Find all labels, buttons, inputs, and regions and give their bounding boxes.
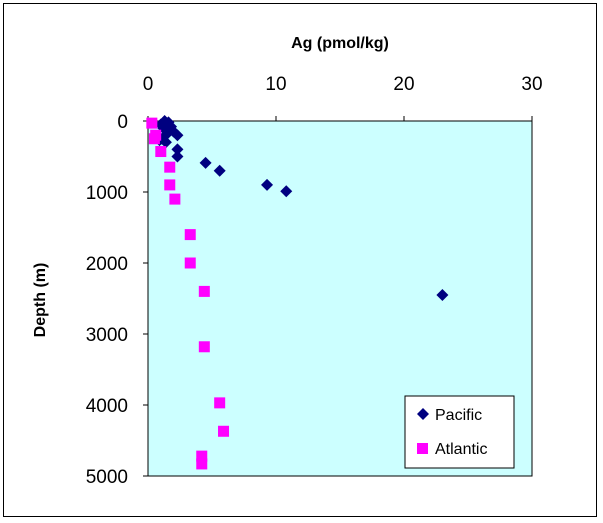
atlantic-point <box>169 193 181 205</box>
atlantic-point <box>198 285 210 297</box>
legend-marker-atlantic <box>417 443 428 454</box>
legend-marker-pacific <box>417 408 429 420</box>
y-tick-label: 3000 <box>86 325 128 346</box>
pacific-point <box>436 288 449 301</box>
y-axis-ticks: 0 1000 2000 3000 4000 5000 <box>86 112 148 488</box>
pacific-point <box>261 178 274 191</box>
atlantic-point <box>214 397 226 409</box>
pacific-point <box>213 164 226 177</box>
pacific-point <box>199 156 212 169</box>
y-axis-label: Depth (m) <box>32 263 49 338</box>
pacific-point <box>159 136 172 149</box>
y-tick-label: 5000 <box>86 467 128 488</box>
atlantic-point <box>218 425 230 437</box>
atlantic-point <box>196 458 208 470</box>
legend-box <box>404 395 515 469</box>
legend: Pacific Atlantic <box>404 395 515 469</box>
data-points <box>146 115 449 470</box>
pacific-point <box>171 129 184 142</box>
y-tick-label: 1000 <box>86 183 128 204</box>
atlantic-point <box>184 229 196 241</box>
atlantic-point <box>146 117 158 129</box>
atlantic-point <box>155 146 167 158</box>
x-tick-label: 0 <box>143 74 154 95</box>
y-tick-label: 4000 <box>86 396 128 417</box>
x-tick-label: 10 <box>265 74 286 95</box>
x-tick-label: 20 <box>393 74 414 95</box>
legend-label-pacific: Pacific <box>435 407 482 424</box>
x-axis-ticks: 0 10 20 30 <box>143 74 543 121</box>
pacific-point <box>171 150 184 163</box>
x-axis-label: Ag (pmol/kg) <box>291 35 389 52</box>
atlantic-point <box>198 341 210 353</box>
atlantic-point <box>164 161 176 173</box>
atlantic-point <box>164 179 176 191</box>
pacific-point <box>280 185 293 198</box>
atlantic-point <box>184 257 196 269</box>
x-tick-label: 30 <box>521 74 542 95</box>
y-tick-label: 2000 <box>86 254 128 275</box>
y-tick-label: 0 <box>117 112 128 133</box>
legend-label-atlantic: Atlantic <box>435 441 487 458</box>
atlantic-point <box>148 133 160 145</box>
pacific-point <box>171 143 184 156</box>
atlantic-point <box>196 450 208 462</box>
